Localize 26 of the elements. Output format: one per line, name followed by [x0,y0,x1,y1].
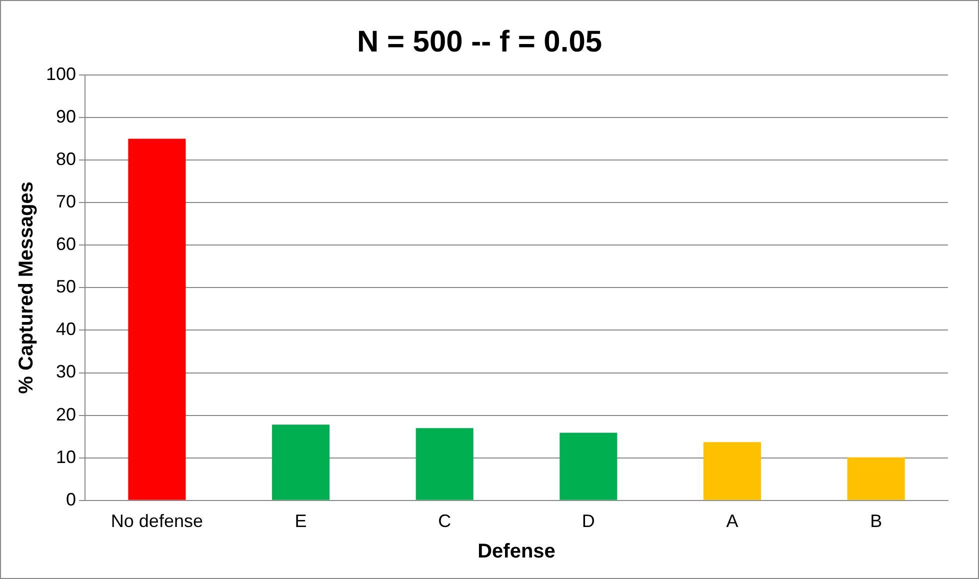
x-tick-label: B [870,511,882,532]
x-tick-label: D [582,511,595,532]
bar [703,442,762,500]
y-tick-label: 100 [46,64,76,84]
bar [416,428,474,500]
x-tick-label: No defense [110,511,203,532]
bar [560,432,618,500]
y-tick-label: 50 [56,276,76,297]
y-tick-label: 60 [56,234,76,254]
x-tick-label: A [726,511,738,532]
bar [128,138,186,500]
y-tick-label: 30 [56,362,76,382]
y-tick-label: 80 [56,149,76,170]
y-axis-title: % Captured Messages [16,182,38,394]
y-tick-label: 90 [56,106,76,127]
y-tick-label: 10 [56,446,76,467]
bar [272,424,330,500]
x-axis-title: Defense [478,540,556,563]
y-tick-label: 20 [56,404,76,424]
bar [847,457,905,500]
y-tick-label: 70 [56,192,76,212]
y-tick-label: 0 [66,489,76,510]
y-tick-label: 40 [56,319,76,340]
x-tick-label: C [438,511,452,532]
x-tick-label: E [294,511,307,532]
chart-title: N = 500 -- f = 0.05 [356,25,602,58]
